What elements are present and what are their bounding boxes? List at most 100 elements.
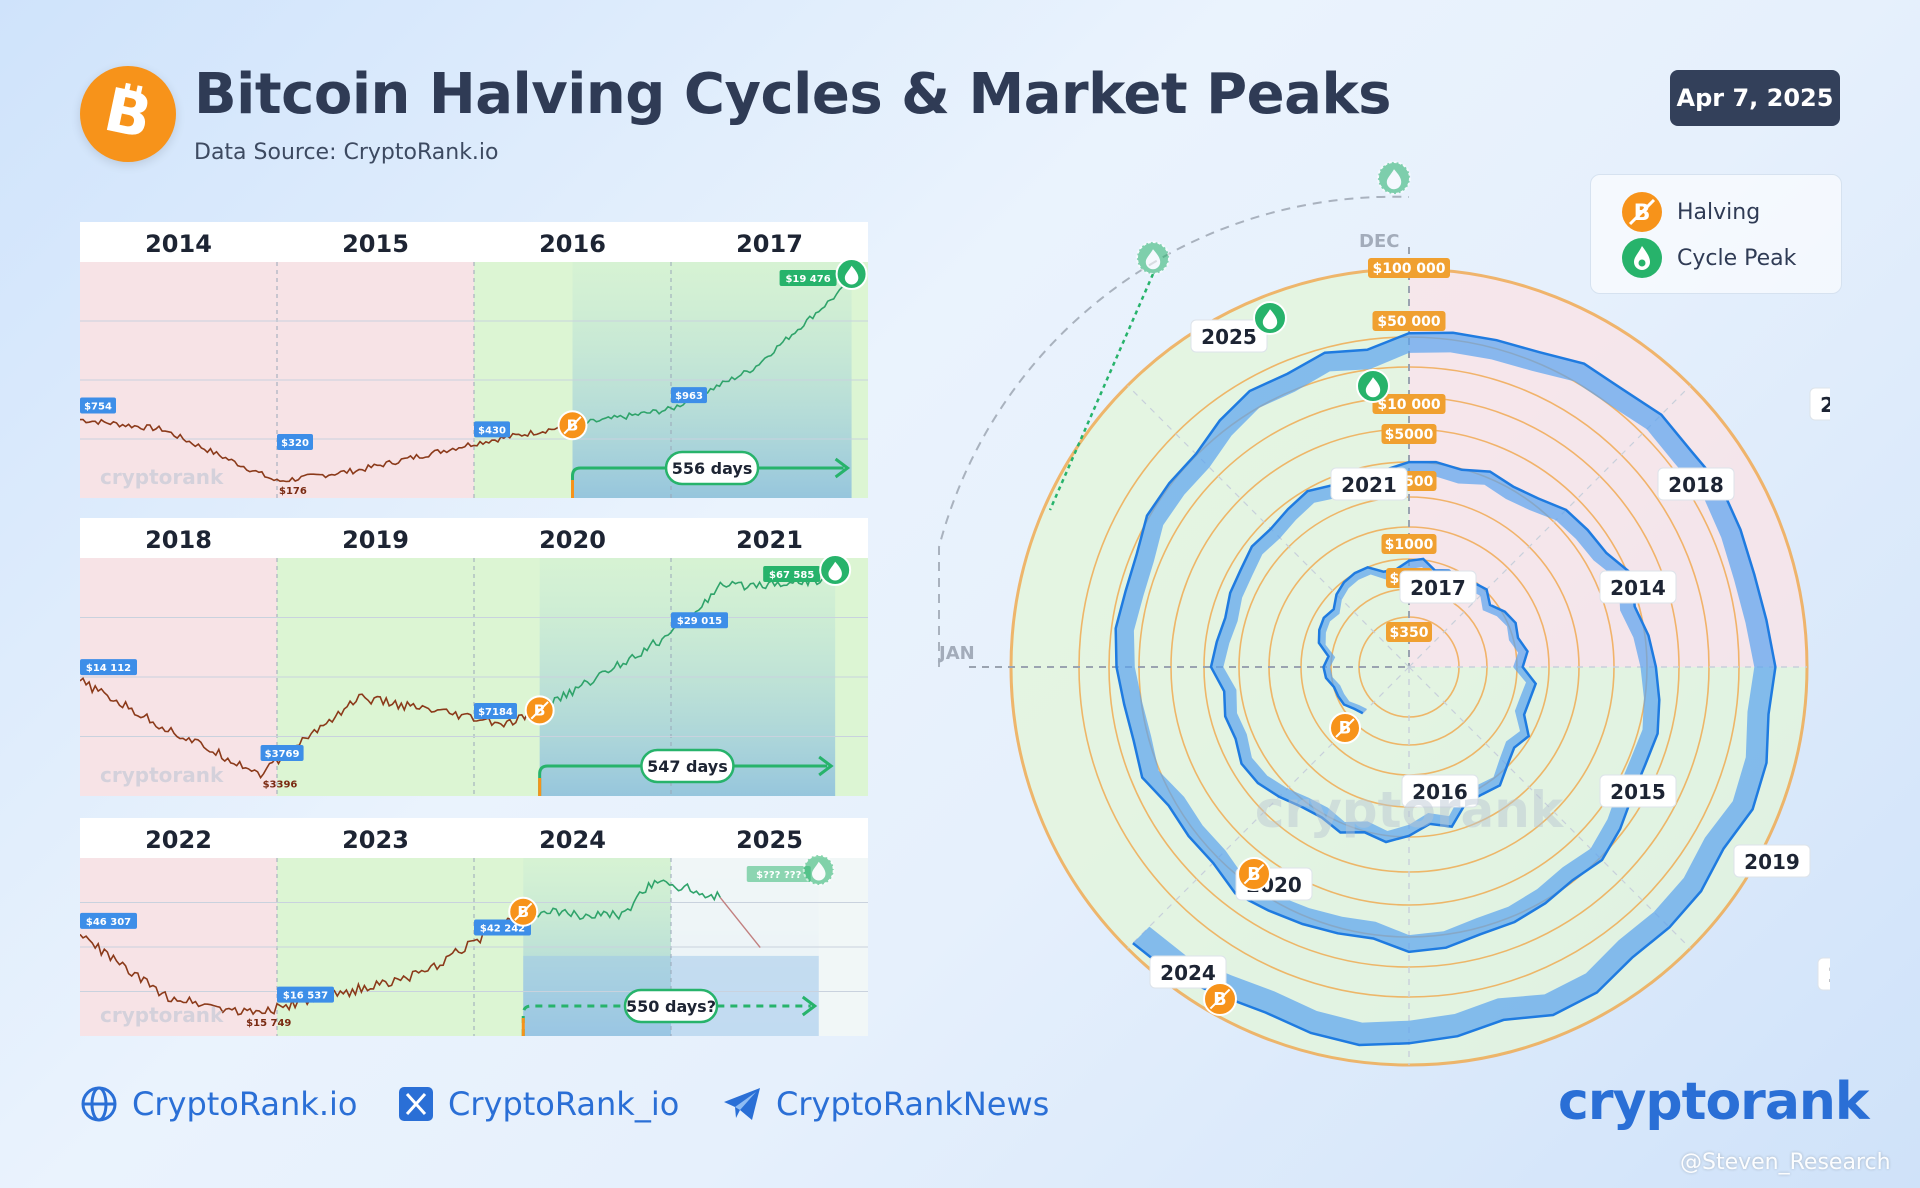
year-label: 2024: [539, 826, 606, 854]
ring-price-label-text: $1000: [1385, 537, 1434, 553]
price-label: $176: [279, 486, 307, 497]
price-label-text: $15 749: [246, 1018, 291, 1029]
cycle-panel-2022-2025: 2022 2023 2024 2025 $46 307 $16 537 $15 749 $42…: [80, 818, 875, 1040]
year-label: 2017: [736, 230, 803, 258]
price-label: $3769: [260, 744, 304, 761]
footer-x-label: CryptoRank_io: [448, 1085, 680, 1123]
price-label-box: [474, 703, 517, 720]
price-label-text: $963: [675, 391, 703, 402]
price-line-bear: [80, 677, 541, 780]
price-label-box: [746, 866, 811, 882]
future-arc: [938, 195, 1410, 667]
price-label: $15 749: [246, 1018, 291, 1029]
legend-item-halving: B Halving: [1621, 191, 1760, 233]
price-line-bull: [572, 280, 852, 426]
price-label-text: $3396: [263, 780, 298, 791]
x-logo-icon: [399, 1087, 433, 1121]
cycle-panel-2014-2017: 2014 2015 2016 2017 $754 $320 $176 $430 $963 $19 …: [80, 222, 875, 502]
ring-price-label-box: [1386, 622, 1432, 642]
year-label: 2025: [1190, 319, 1268, 353]
ring-price-label-text: $350: [1390, 625, 1429, 641]
year-label: 2014: [145, 230, 212, 258]
price-label: $29 015: [671, 612, 728, 629]
year-label: 2016: [1401, 774, 1479, 808]
price-label: $754: [80, 397, 116, 414]
year-header-bar: [80, 222, 868, 262]
panel-watermark: cryptorank: [100, 763, 224, 787]
price-label-text: $754: [84, 402, 112, 413]
year-label-text: 2022: [1820, 393, 1830, 417]
price-label: $14 112: [80, 659, 137, 676]
watermark: @Steven_Research: [1680, 1150, 1891, 1175]
year-label: 2017: [1399, 570, 1477, 604]
cycle-peak-icon: [819, 554, 852, 586]
month-label-jan: JAN: [937, 643, 975, 664]
projection-line: [1048, 273, 1155, 511]
year-label-text: 2015: [1610, 780, 1666, 804]
projection-line: [719, 897, 761, 948]
cycle-peak-icon: [1356, 369, 1390, 403]
days-badge: [623, 988, 719, 1024]
ring-price-label-text: $5000: [1385, 427, 1434, 443]
days-arrow: [521, 1004, 811, 1036]
ring-price-label-box: [1381, 534, 1437, 554]
cycle-peak-icon: [802, 854, 835, 886]
price-label-box: [80, 912, 137, 929]
price-label-box: [277, 986, 334, 1003]
year-label-box: [1149, 955, 1227, 989]
year-label: 2019: [342, 526, 409, 554]
month-label-dec: DEC: [1359, 231, 1399, 252]
telegram-icon: [724, 1088, 760, 1120]
price-label: $320: [277, 433, 313, 450]
ring-price-label: $10 000: [1372, 394, 1446, 414]
days-label: 556 days: [672, 459, 753, 478]
year-label: 2015: [342, 230, 409, 258]
ring-price-label: $5000: [1381, 424, 1437, 444]
year-label: 2014: [1599, 570, 1677, 604]
footer-telegram-link[interactable]: CryptoRankNews: [722, 1085, 1049, 1123]
cycle-chart-2022-2025: 2022 2023 2024 2025 $46 307 $16 537 $15 749 $42…: [80, 818, 868, 1036]
price-label: $19 476: [779, 270, 837, 286]
footer-x-link[interactable]: CryptoRank_io: [398, 1085, 679, 1123]
halving-marker-icon: B: [1237, 857, 1271, 891]
footer-site-link[interactable]: CryptoRank.io: [80, 1085, 357, 1123]
year-label: 2024: [1149, 955, 1227, 989]
price-label-box: [779, 270, 837, 286]
price-label-box: [671, 612, 728, 629]
year-label-box: [1657, 467, 1735, 501]
price-label-box: [260, 744, 304, 761]
legend: B Halving Cycle Peak: [1590, 174, 1842, 294]
ring-price-label-text: $50 000: [1377, 314, 1441, 330]
legend-item-cycle-peak: Cycle Peak: [1621, 237, 1796, 279]
price-label: $430: [474, 421, 510, 438]
year-label: 2015: [1599, 774, 1677, 808]
ring-price-label-text: $100 000: [1372, 261, 1445, 277]
year-label-text: 2016: [1412, 780, 1468, 804]
price-line-bear: [80, 418, 574, 483]
year-label-box: [1399, 570, 1477, 604]
price-line-bull: [522, 879, 721, 921]
year-label: 2023: [1817, 957, 1830, 991]
halving-marker-icon: B: [524, 695, 555, 726]
ring-price-label-box: [1381, 424, 1437, 444]
days-label: 550 days?: [626, 997, 716, 1016]
price-label-text: $46 307: [86, 917, 131, 928]
year-label: 2022: [1809, 387, 1830, 421]
footer-site-label: CryptoRank.io: [132, 1085, 358, 1123]
year-label-text: 2024: [1160, 961, 1216, 985]
price-label: $67 585: [763, 566, 821, 582]
year-label-text: 2014: [1610, 576, 1666, 600]
halving-marker-icon: B: [508, 896, 539, 927]
legend-label-halving: Halving: [1677, 199, 1761, 225]
year-label: 2023: [342, 826, 409, 854]
days-badge: [664, 450, 760, 486]
ring-price-label: $350: [1386, 622, 1432, 642]
price-label: $??? ???: [746, 866, 811, 882]
halving-marker-icon: B: [1203, 982, 1237, 1016]
cycle-peak-icon: [1136, 241, 1170, 275]
cycle-peak-icon: [835, 258, 868, 290]
price-label: $16 537: [277, 986, 334, 1003]
year-label-text: 2025: [1201, 325, 1257, 349]
price-label-text: $19 476: [785, 274, 830, 285]
